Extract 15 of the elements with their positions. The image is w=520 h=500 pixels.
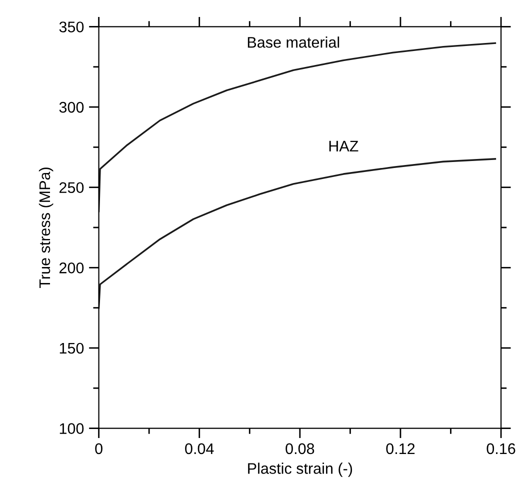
y-axis-title: True stress (MPa) [38,168,54,288]
y-tick-label: 150 [60,342,84,354]
y-tick-label: 100 [60,423,84,434]
x-tick-label: 0 [95,443,102,454]
x-tick-label: 0.08 [286,443,314,454]
x-tick-label: 0.16 [486,443,516,454]
y-tick-label: 300 [59,102,84,113]
x-axis-title: Plastic strain (-) [248,462,352,477]
x-tick-label: 0.04 [185,443,214,454]
series-label: Base material [248,36,340,48]
y-tick-label: 200 [60,262,84,274]
y-tick-label: 350 [59,22,84,32]
series-label: HAZ [329,140,358,152]
x-tick-label: 0.12 [386,443,415,454]
y-tick-label: 250 [60,182,84,194]
